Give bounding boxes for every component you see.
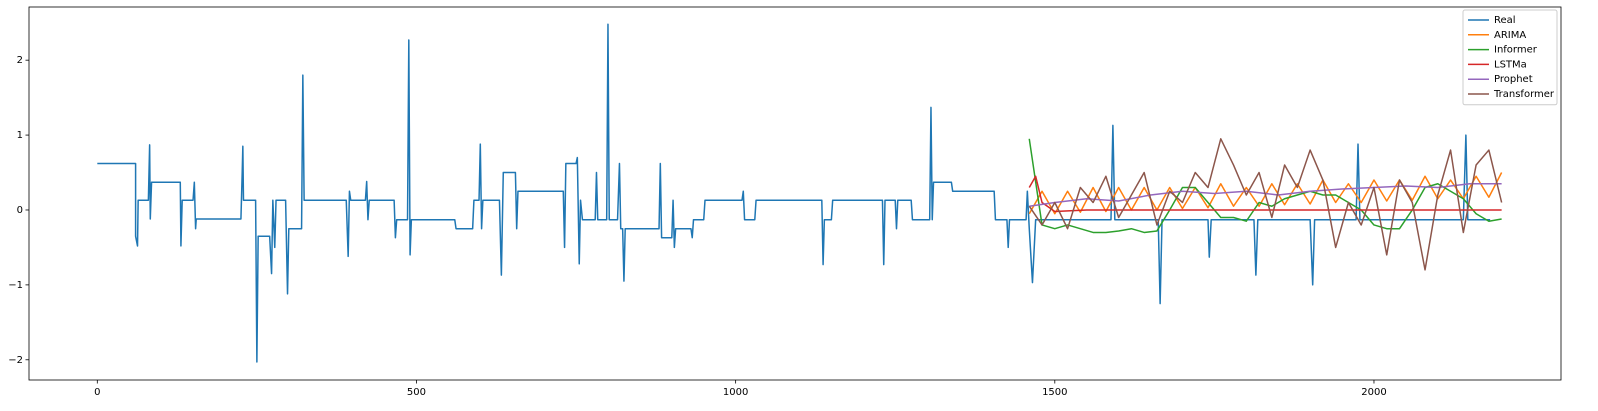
legend-label: ARIMA (1494, 30, 1526, 41)
x-tick-label: 0 (94, 387, 100, 398)
legend-box (1462, 9, 1558, 106)
series-line (1029, 183, 1502, 207)
y-tick-label: 2 (17, 55, 23, 66)
y-tick-label: 0 (17, 205, 23, 216)
y-tick-label: −2 (8, 355, 23, 366)
legend-label: Real (1494, 15, 1516, 26)
y-tick-label: 1 (17, 130, 23, 141)
legend-label: Transformer (1493, 89, 1555, 100)
series-line (1028, 138, 1502, 234)
x-tick-label: 2000 (1361, 387, 1386, 398)
y-tick-label: −1 (8, 280, 23, 291)
x-tick-label: 500 (407, 387, 426, 398)
x-tick-label: 1500 (1042, 387, 1067, 398)
series-line (1028, 138, 1503, 271)
legend-label: Prophet (1494, 74, 1533, 85)
series-line (97, 23, 1491, 363)
series-line (1028, 175, 1502, 213)
legend-label: LSTMa (1494, 59, 1527, 70)
plot-frame (28, 6, 1562, 381)
x-tick-label: 1000 (723, 387, 748, 398)
legend-label: Informer (1494, 45, 1538, 56)
